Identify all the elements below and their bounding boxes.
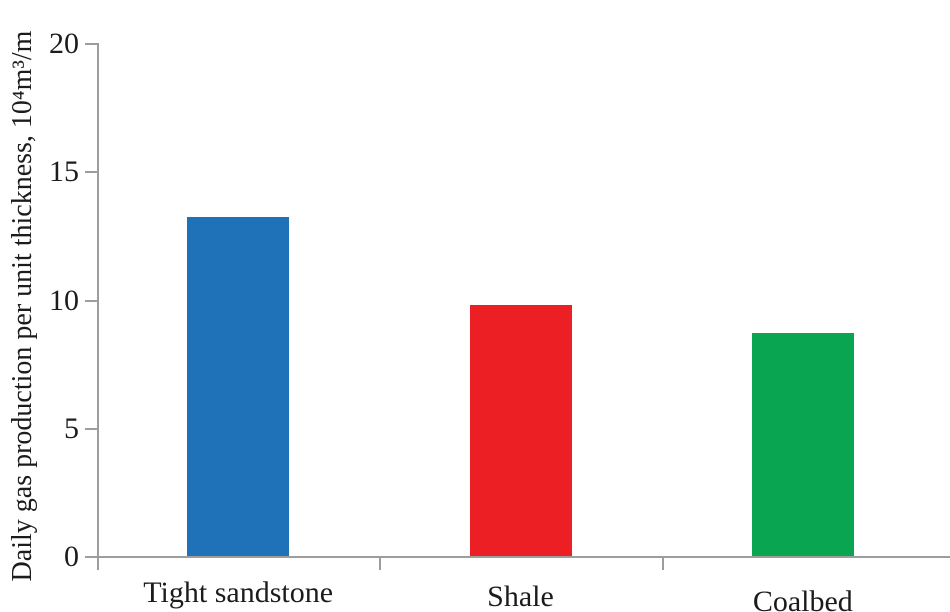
x-axis-tick (379, 558, 382, 570)
x-axis-tick (97, 558, 99, 570)
y-tick-label: 0 (64, 540, 79, 573)
bar-coalbed (751, 332, 854, 556)
y-tick-label: 5 (64, 411, 79, 445)
x-axis-tick (661, 558, 664, 570)
y-tick-label: 20 (49, 27, 79, 60)
category-label: Coalbed (752, 585, 853, 612)
y-axis-line (97, 43, 99, 558)
y-tick-label: 10 (49, 283, 79, 317)
y-axis-tick (85, 427, 97, 430)
category-label: Shale (487, 580, 554, 612)
bar-tight-sandstone (187, 217, 290, 556)
y-axis-tick (85, 556, 97, 558)
x-axis-line (97, 556, 950, 558)
y-axis-tick (85, 43, 97, 45)
y-tick-label: 15 (49, 155, 79, 189)
y-axis-tick (85, 171, 97, 174)
bar-shale (469, 304, 572, 556)
y-axis-tick (85, 299, 97, 302)
category-label: Tight sandstone (143, 576, 334, 609)
